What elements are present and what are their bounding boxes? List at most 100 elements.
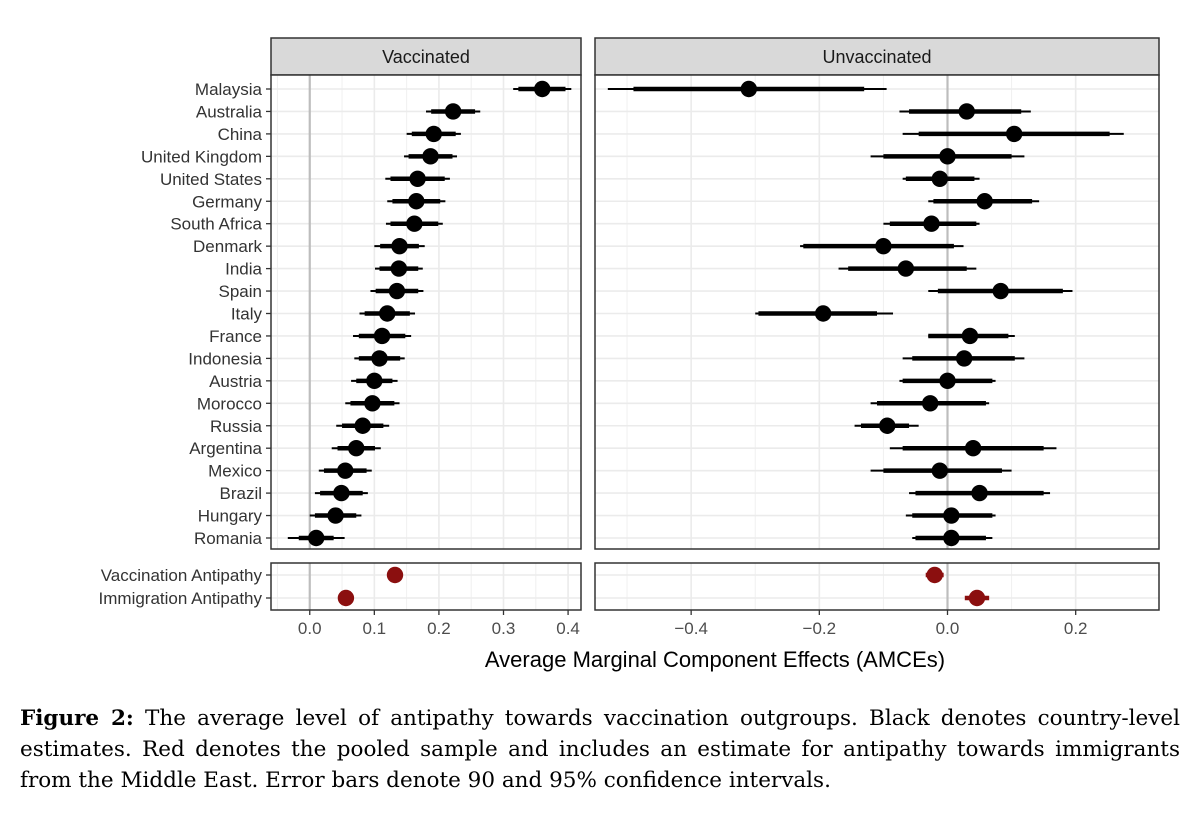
estimate-united-states <box>902 170 980 187</box>
point-estimate <box>961 327 979 345</box>
estimate-brazil <box>314 484 368 502</box>
country-label: France <box>209 327 262 346</box>
pooled-label: Immigration Antipathy <box>99 589 263 608</box>
pooled-panel-bg <box>271 563 581 610</box>
estimate-mexico <box>870 462 1012 479</box>
estimate-malaysia <box>513 80 572 98</box>
estimate-indonesia <box>354 350 405 367</box>
estimate-spain <box>928 282 1073 300</box>
point-estimate <box>444 103 462 120</box>
country-label: Germany <box>192 192 262 211</box>
estimate-morocco <box>870 395 990 412</box>
estimate-germany <box>387 193 446 210</box>
point-estimate <box>388 282 406 300</box>
estimate-united-kingdom <box>404 148 457 165</box>
point-estimate <box>308 529 325 547</box>
point-estimate <box>931 462 949 479</box>
estimate-brazil <box>909 484 1051 502</box>
country-label: Spain <box>219 282 262 301</box>
pooled-point <box>968 589 986 607</box>
pooled-estimate-1 <box>964 589 990 607</box>
estimate-china <box>406 125 461 143</box>
country-label: Denmark <box>193 237 262 256</box>
country-label: United Kingdom <box>141 147 262 166</box>
point-estimate <box>939 372 956 390</box>
estimate-united-states <box>385 170 450 187</box>
pooled-point <box>337 589 355 607</box>
point-estimate <box>391 237 408 255</box>
estimate-india <box>838 260 977 277</box>
pooled-estimate-0 <box>386 566 404 584</box>
point-estimate <box>337 462 354 479</box>
country-label: Italy <box>231 305 263 324</box>
point-estimate <box>1005 125 1023 143</box>
pooled-panel-border <box>594 562 1160 611</box>
x-tick-label: 0.4 <box>556 619 580 638</box>
estimate-south-africa <box>385 215 443 232</box>
point-estimate <box>422 148 439 165</box>
point-estimate <box>425 125 442 143</box>
x-tick-label: −0.2 <box>803 619 837 638</box>
point-estimate <box>348 440 365 457</box>
point-estimate <box>327 507 344 524</box>
caption-text: The average level of antipathy towards v… <box>20 706 1180 793</box>
estimate-mexico <box>318 462 372 479</box>
point-estimate <box>364 395 381 412</box>
estimate-france <box>928 327 1015 345</box>
estimate-south-africa <box>883 215 980 232</box>
point-estimate <box>879 417 896 434</box>
estimate-romania <box>912 529 993 547</box>
x-tick-label: 0.0 <box>936 619 960 638</box>
point-estimate <box>958 103 975 120</box>
point-estimate <box>740 80 758 98</box>
estimate-germany <box>928 193 1040 210</box>
estimate-morocco <box>345 395 400 412</box>
point-estimate <box>390 260 408 277</box>
country-label: South Africa <box>170 215 262 234</box>
x-tick-label: 0.1 <box>363 619 387 638</box>
estimate-austria <box>899 372 996 390</box>
country-label: Malaysia <box>195 80 263 99</box>
country-label: Austria <box>209 372 262 391</box>
estimate-argentina <box>889 440 1057 457</box>
point-estimate <box>409 170 426 187</box>
strip-vaccinated <box>270 37 582 76</box>
estimate-united-kingdom <box>870 148 1025 165</box>
point-estimate <box>971 484 988 502</box>
point-estimate <box>333 484 350 502</box>
estimate-russia <box>854 417 919 434</box>
country-label: Hungary <box>198 507 263 526</box>
point-estimate <box>921 395 939 412</box>
pooled-estimate-1 <box>337 589 355 607</box>
point-estimate <box>992 282 1009 300</box>
point-estimate <box>964 440 982 457</box>
country-label: Brazil <box>219 484 262 503</box>
point-estimate <box>955 350 973 367</box>
x-tick-label: −0.4 <box>674 619 708 638</box>
point-estimate <box>371 350 388 367</box>
strip-label: Vaccinated <box>382 47 470 67</box>
point-estimate <box>943 507 960 524</box>
point-estimate <box>943 529 960 547</box>
estimate-italy <box>359 305 416 322</box>
point-estimate <box>814 305 832 322</box>
point-estimate <box>406 215 423 232</box>
point-estimate <box>976 193 993 210</box>
pooled-panel-bg <box>595 563 1159 610</box>
coefficient-plot: Vaccinated 0.0 0.1 0.2 0.3 0.4 Unvaccinated −0.… <box>99 37 1160 672</box>
estimate-malaysia <box>607 80 887 98</box>
facet-vaccinated: Vaccinated 0.0 0.1 0.2 0.3 0.4 <box>270 37 582 638</box>
x-axis-title: Average Marginal Component Effects (AMCE… <box>485 647 945 672</box>
pooled-estimate-0 <box>925 566 944 584</box>
strip-label: Unvaccinated <box>822 47 931 67</box>
pooled-panel-border <box>270 562 582 611</box>
figure-caption: Figure 2: The average level of antipathy… <box>20 703 1180 796</box>
facet-unvaccinated: Unvaccinated −0.4 −0.2 0.0 0.2 <box>594 37 1160 638</box>
estimate-hungary <box>905 507 996 524</box>
country-label: Indonesia <box>188 349 262 368</box>
x-tick-label: 0.2 <box>1064 619 1088 638</box>
estimate-russia <box>336 417 390 434</box>
country-label: Romania <box>194 529 263 548</box>
country-label: Russia <box>210 417 263 436</box>
estimate-austria <box>351 372 398 390</box>
